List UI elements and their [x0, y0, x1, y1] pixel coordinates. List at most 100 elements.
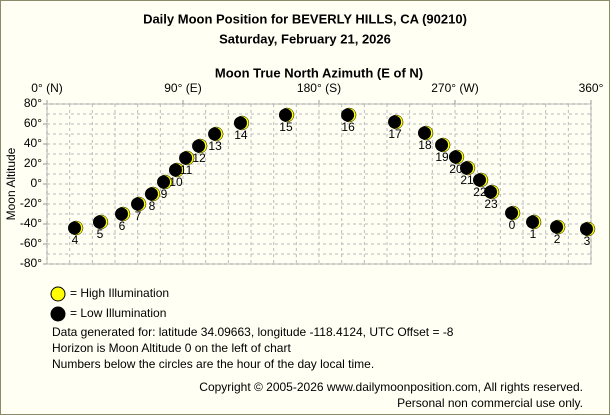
x-tick-label: 90° (E) — [164, 81, 201, 95]
hour-label: 5 — [97, 227, 104, 241]
moon-disc — [168, 163, 182, 177]
hour-label: 17 — [388, 127, 402, 141]
moon-point — [115, 206, 131, 222]
moon-disc — [448, 150, 462, 164]
y-tick-label: -20° — [20, 196, 42, 210]
moon-disc — [278, 108, 292, 122]
moon-point — [484, 184, 500, 200]
hour-label: 15 — [279, 120, 293, 134]
moon-point — [341, 107, 357, 123]
moon-point — [157, 174, 173, 190]
moon-disc — [579, 222, 593, 236]
legend-label: = High Illumination — [70, 286, 169, 300]
moon-disc — [341, 108, 355, 122]
hour-label: 20 — [449, 162, 463, 176]
legend-swatch — [50, 306, 66, 322]
moon-disc — [179, 151, 193, 165]
moon-point — [131, 196, 147, 212]
hour-label: 4 — [72, 233, 79, 247]
moon-point — [168, 162, 185, 178]
moon-disc — [157, 175, 171, 189]
moon-disc — [92, 215, 106, 229]
moon-disc — [68, 221, 82, 235]
chart-title: Daily Moon Position for BEVERLY HILLS, C… — [143, 11, 467, 26]
y-tick-label: -40° — [20, 216, 42, 230]
y-tick-label: -80° — [20, 256, 42, 270]
x-tick-label: 360° — [579, 81, 604, 95]
legend-label: = Low Illumination — [70, 306, 166, 320]
moon-point — [435, 137, 451, 153]
moon-point — [417, 125, 434, 141]
hour-label: 8 — [149, 199, 156, 213]
hour-label: 19 — [435, 150, 449, 164]
moon-point — [233, 115, 250, 131]
moon-disc — [131, 197, 145, 211]
y-tick-label: -60° — [20, 236, 42, 250]
note: Horizon is Moon Altitude 0 on the left o… — [52, 341, 291, 355]
moon-point — [448, 149, 465, 165]
y-tick-label: 80° — [24, 96, 42, 110]
hour-label: 1 — [530, 227, 537, 241]
moon-disc — [484, 185, 498, 199]
note: Numbers below the circles are the hour o… — [52, 357, 374, 371]
hour-label: 0 — [509, 218, 516, 232]
moon-point — [208, 126, 224, 142]
hour-label: 14 — [234, 128, 248, 142]
hour-label: 6 — [119, 219, 126, 233]
moon-point — [472, 172, 489, 188]
moon-disc — [115, 207, 129, 221]
moon-disc — [505, 206, 519, 220]
moon-point — [579, 221, 596, 237]
hour-label: 7 — [135, 209, 142, 223]
y-axis-title: Moon Altitude — [4, 147, 18, 220]
moon-point — [68, 220, 84, 236]
y-tick-label: 0° — [31, 176, 43, 190]
moon-disc — [388, 115, 402, 129]
chart-subtitle: Saturday, February 21, 2026 — [219, 31, 391, 46]
copyright: Personal non commercial use only. — [397, 396, 583, 410]
x-axis-title: Moon True North Azimuth (E of N) — [215, 65, 423, 80]
moon-point — [459, 160, 476, 176]
y-tick-label: 40° — [24, 136, 42, 150]
x-tick-label: 180° (S) — [297, 81, 341, 95]
hour-label: 2 — [554, 232, 561, 246]
hour-label: 3 — [584, 234, 591, 248]
moon-point — [550, 219, 566, 235]
moon-point — [526, 214, 542, 230]
hour-label: 11 — [180, 163, 193, 177]
note: Data generated for: latitude 34.09663, l… — [52, 325, 454, 339]
moon-point — [505, 205, 521, 221]
hour-label: 18 — [418, 138, 432, 152]
hour-label: 13 — [208, 139, 222, 153]
hour-label: 23 — [484, 197, 498, 211]
moon-point — [192, 138, 208, 154]
moon-point — [388, 114, 404, 130]
moon-disc — [417, 126, 431, 140]
hour-label: 16 — [341, 120, 355, 134]
moon-disc — [526, 215, 540, 229]
moon-disc — [550, 220, 564, 234]
hour-label: 10 — [169, 175, 183, 189]
y-tick-label: 20° — [24, 156, 42, 170]
moon-disc — [459, 161, 473, 175]
copyright: Copyright © 2005-2026 www.dailymoonposit… — [199, 380, 583, 394]
moon-point — [179, 150, 195, 166]
moon-disc — [144, 187, 158, 201]
moon-disc — [435, 138, 449, 152]
x-tick-label: 270° (W) — [431, 81, 478, 95]
moon-disc — [472, 173, 486, 187]
x-tick-label: 0° (N) — [31, 81, 62, 95]
legend-swatch — [50, 286, 66, 302]
moon-disc — [192, 139, 206, 153]
moon-point — [278, 107, 295, 123]
y-tick-label: 60° — [24, 116, 42, 130]
hour-label: 22 — [473, 185, 487, 199]
moon-point — [144, 186, 161, 202]
hour-label: 9 — [161, 187, 168, 201]
moon-disc — [233, 116, 247, 130]
moon-disc — [208, 127, 222, 141]
hour-label: 12 — [192, 151, 206, 165]
hour-label: 21 — [460, 173, 474, 187]
moon-point — [92, 214, 109, 230]
